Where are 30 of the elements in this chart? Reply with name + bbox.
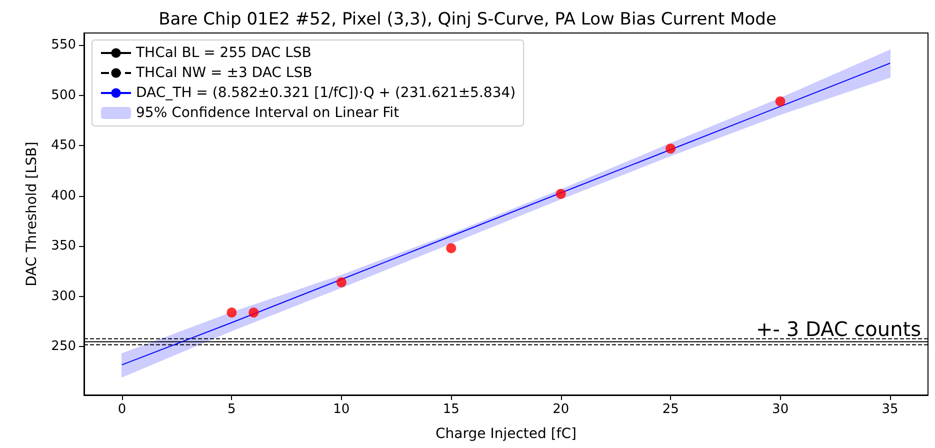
y-tick-label: 500 [51,88,76,103]
point [556,188,566,199]
y-tick-label: 300 [51,288,76,304]
point [775,96,786,106]
y-axis-title: DAC Threshold [LSB] [24,142,40,286]
y-tick-label: 350 [51,238,76,254]
x-tick-label: 20 [552,402,570,417]
legend-label: 95% Confidence Interval on Linear Fit [136,105,400,121]
x-tick-label: 10 [333,402,350,417]
x-axis-title: Charge Injected [fC] [436,426,576,442]
x-tick-label: 35 [882,402,898,417]
point [666,144,676,154]
x-tick-label: 5 [228,402,236,417]
y-tick-label: 400 [51,188,76,204]
chart-title: Bare Chip 01E2 #52, Pixel (3,3), Qinj S-Curve, PA Low Bias Current Mode [158,10,776,30]
legend-label: THCal NW = ±3 DAC LSB [135,65,312,81]
x-tick-label: 30 [772,402,789,417]
annotation: +- 3 DAC counts [756,317,922,341]
legend-label: DAC_TH = (8.582±0.321 [1/fC])·Q + (231.621±5.834) [136,85,516,101]
point [248,308,259,318]
point [336,277,346,288]
point [226,308,237,318]
x-tick-label: 0 [118,402,126,417]
point [446,243,456,254]
x-tick-label: 15 [442,402,460,417]
x-tick-label: 25 [662,402,679,417]
y-tick-label: 450 [51,138,76,154]
legend-label: THCal BL = 255 DAC LSB [135,45,312,61]
y-tick-label: 550 [51,38,76,53]
y-tick-label: 250 [51,339,76,354]
